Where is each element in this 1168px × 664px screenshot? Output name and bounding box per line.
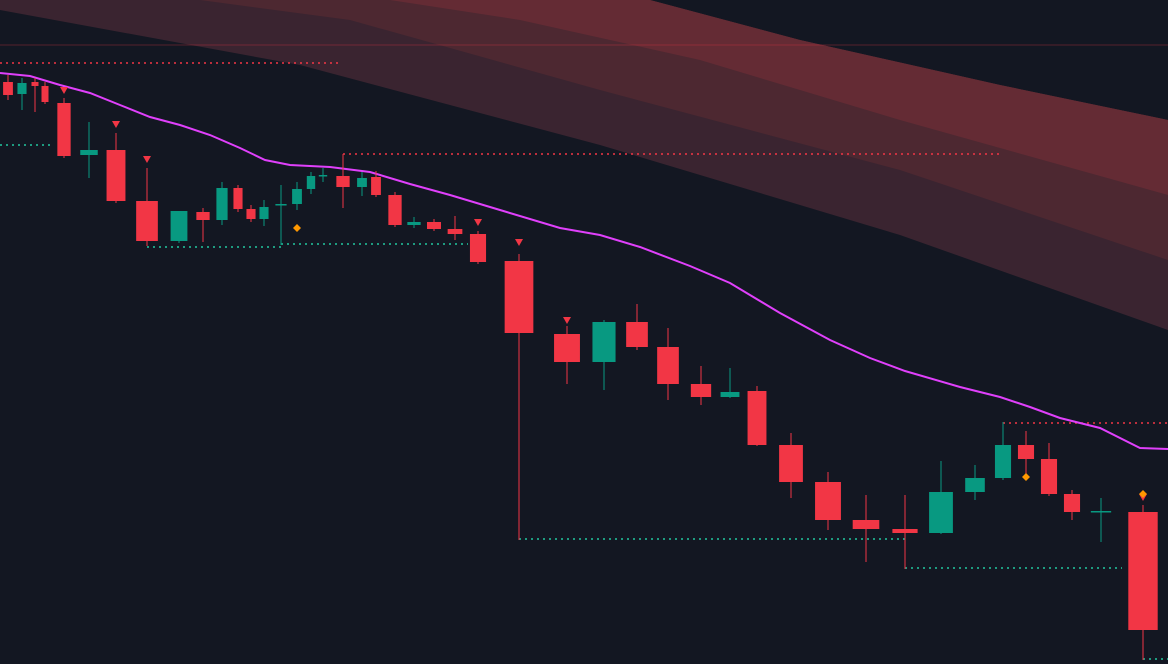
candle-body <box>371 177 381 195</box>
candle-body <box>259 207 269 219</box>
candle-body <box>106 150 126 201</box>
candle-body <box>657 347 679 384</box>
candle-body <box>233 188 243 209</box>
down-signal <box>60 87 68 94</box>
candle-body <box>554 334 580 362</box>
moving-average <box>0 72 1168 450</box>
candle-body <box>336 176 350 187</box>
candle-body <box>815 482 841 520</box>
candle-body <box>1090 511 1112 513</box>
candle-body <box>292 189 302 204</box>
candle-body <box>275 204 287 206</box>
candle-body <box>1128 512 1158 630</box>
candle-body <box>747 391 767 445</box>
band-inner <box>390 0 1168 195</box>
diamond-signal <box>293 224 301 232</box>
down-signal <box>563 317 571 324</box>
candle-body <box>407 222 421 225</box>
candle-body <box>690 384 712 397</box>
candle-body <box>3 82 13 95</box>
candle-body <box>1063 494 1081 512</box>
candle-body <box>592 322 616 362</box>
candle-body <box>216 188 228 220</box>
candle-body <box>1017 445 1035 459</box>
candle-body <box>1040 459 1058 494</box>
candle-body <box>246 209 256 219</box>
candle-body <box>447 229 463 234</box>
candle-body <box>504 261 534 333</box>
candle-body <box>306 176 316 189</box>
candle-body <box>17 83 27 94</box>
candle-body <box>80 150 98 155</box>
candle-body <box>626 322 648 347</box>
candle-body <box>318 175 328 177</box>
candle-body <box>427 222 441 229</box>
candle-body <box>852 520 880 529</box>
down-signal <box>474 219 482 226</box>
candle-body <box>196 212 210 220</box>
candle-body <box>57 103 71 156</box>
diamond-signal <box>1139 490 1147 498</box>
candle-body <box>929 492 953 533</box>
down-signal <box>143 156 151 163</box>
candle-body <box>388 195 402 225</box>
candle-body <box>965 478 985 492</box>
down-signal <box>112 121 120 128</box>
down-signal <box>515 239 523 246</box>
candle-body <box>136 201 158 241</box>
plot <box>0 44 1168 660</box>
candle-body <box>994 445 1012 478</box>
candle-body <box>31 82 39 86</box>
candle-body <box>41 86 49 102</box>
candle-body <box>779 445 803 482</box>
candle-body <box>170 211 188 241</box>
candle-body <box>357 178 367 187</box>
candle-body <box>720 392 740 397</box>
candle-body <box>469 234 487 262</box>
diamond-signal <box>1022 473 1030 481</box>
candle-body <box>892 529 918 533</box>
